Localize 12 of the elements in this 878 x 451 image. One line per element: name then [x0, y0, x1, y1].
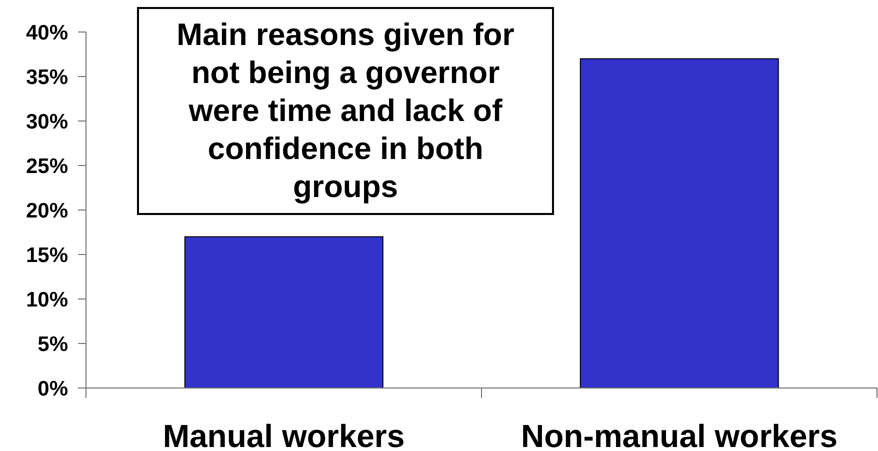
annotation: Main reasons given for not being a governor were time and lack of confidence in both groups — [176, 16, 516, 206]
y-tick-label: 5% — [38, 332, 68, 356]
y-tick-label: 25% — [26, 154, 68, 178]
y-tick-label: 20% — [26, 199, 68, 222]
y-tick-label: 15% — [26, 244, 68, 267]
y-tick-label: 10% — [26, 288, 68, 312]
y-tick-label: 40% — [26, 21, 68, 44]
y-tick-label: 35% — [26, 66, 68, 89]
x-tick-label: Manual workers — [162, 418, 405, 451]
y-tick-label: 30% — [26, 110, 68, 134]
x-tick-label: Non-manual workers — [520, 418, 838, 451]
y-tick-label: 0% — [38, 377, 68, 400]
